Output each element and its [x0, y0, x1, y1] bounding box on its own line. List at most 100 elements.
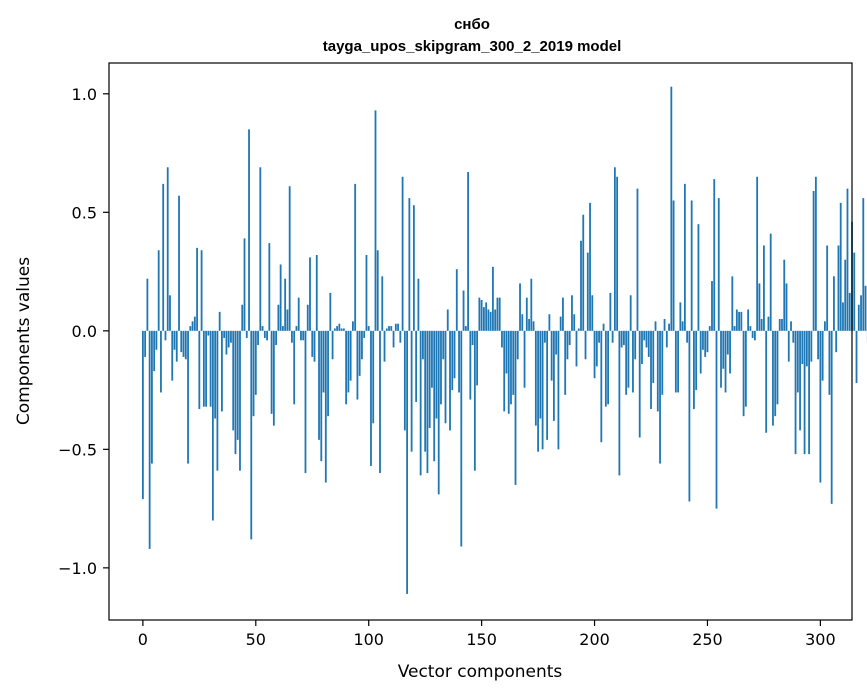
bar	[388, 326, 390, 331]
bar	[426, 330, 429, 474]
bar	[394, 323, 397, 331]
bar	[604, 330, 607, 407]
bar	[848, 292, 851, 331]
bar	[699, 330, 702, 374]
bar	[600, 330, 603, 443]
bar	[697, 224, 700, 331]
y-axis-label: Components values	[14, 257, 34, 425]
bar	[372, 330, 375, 424]
bar	[742, 330, 745, 417]
bar	[288, 186, 291, 331]
bar	[451, 330, 454, 391]
bar	[543, 330, 546, 343]
bar	[196, 247, 198, 331]
bar	[180, 330, 183, 353]
bar	[548, 314, 551, 331]
bar	[257, 330, 259, 346]
bar	[756, 176, 759, 331]
bar	[166, 167, 169, 331]
bar	[419, 330, 422, 476]
bar	[686, 330, 689, 343]
bar	[584, 330, 587, 360]
bar	[747, 309, 750, 331]
bar	[550, 330, 553, 381]
bar	[410, 330, 413, 452]
bar	[753, 330, 756, 341]
bar	[361, 330, 363, 360]
bar	[381, 276, 384, 331]
bar	[839, 202, 842, 331]
bar	[356, 330, 359, 400]
bar	[708, 326, 711, 331]
bar	[706, 330, 709, 353]
bar	[211, 330, 214, 521]
bar	[245, 330, 248, 338]
bar	[489, 311, 492, 331]
bar	[469, 330, 472, 400]
bar	[379, 330, 381, 474]
bar	[295, 326, 298, 331]
bar	[618, 330, 621, 476]
bar	[625, 330, 628, 395]
bar	[374, 110, 377, 331]
x-tick-label: 200	[579, 630, 610, 649]
bar	[446, 309, 449, 331]
bar	[236, 330, 239, 440]
bar	[857, 304, 860, 331]
bar	[153, 330, 156, 372]
x-axis-label: Vector components	[398, 662, 563, 682]
bar	[713, 179, 716, 331]
bar	[277, 304, 280, 331]
bar	[801, 330, 804, 365]
bar	[844, 259, 847, 331]
bar	[433, 330, 436, 462]
bar	[178, 195, 180, 331]
bar	[702, 330, 704, 350]
bar	[729, 330, 731, 374]
bar	[200, 250, 203, 331]
bar	[512, 330, 515, 395]
bar	[632, 330, 634, 393]
bar	[338, 323, 341, 331]
bar	[523, 330, 526, 388]
bar	[279, 264, 282, 331]
bar	[281, 326, 284, 331]
bar	[652, 330, 655, 383]
bar	[663, 318, 666, 331]
bar	[638, 330, 641, 438]
bar	[232, 330, 235, 431]
bar	[198, 330, 201, 410]
bar	[808, 330, 810, 455]
bar	[717, 198, 720, 331]
bar	[546, 330, 549, 440]
x-tick-label: 100	[353, 630, 384, 649]
bar	[740, 311, 743, 331]
bar	[833, 276, 835, 331]
bar	[209, 330, 212, 407]
bar	[275, 330, 278, 346]
bar	[424, 330, 427, 452]
x-tick-label: 150	[466, 630, 497, 649]
bar	[501, 330, 503, 348]
bar	[455, 269, 458, 331]
bar	[629, 295, 632, 331]
bar	[187, 330, 189, 464]
bar	[207, 330, 210, 336]
bar	[539, 330, 542, 419]
bar	[175, 330, 178, 362]
bar	[720, 330, 722, 388]
bar	[656, 330, 659, 412]
bar	[598, 330, 600, 343]
bar	[864, 285, 867, 331]
bar	[412, 205, 415, 331]
bar	[218, 311, 221, 331]
bar	[690, 200, 693, 331]
bar	[670, 86, 673, 331]
bar	[462, 290, 465, 331]
bar	[171, 330, 174, 381]
bar	[853, 252, 856, 331]
bar	[464, 326, 467, 331]
bar	[449, 330, 451, 431]
bar	[155, 330, 158, 350]
bar	[270, 330, 273, 414]
